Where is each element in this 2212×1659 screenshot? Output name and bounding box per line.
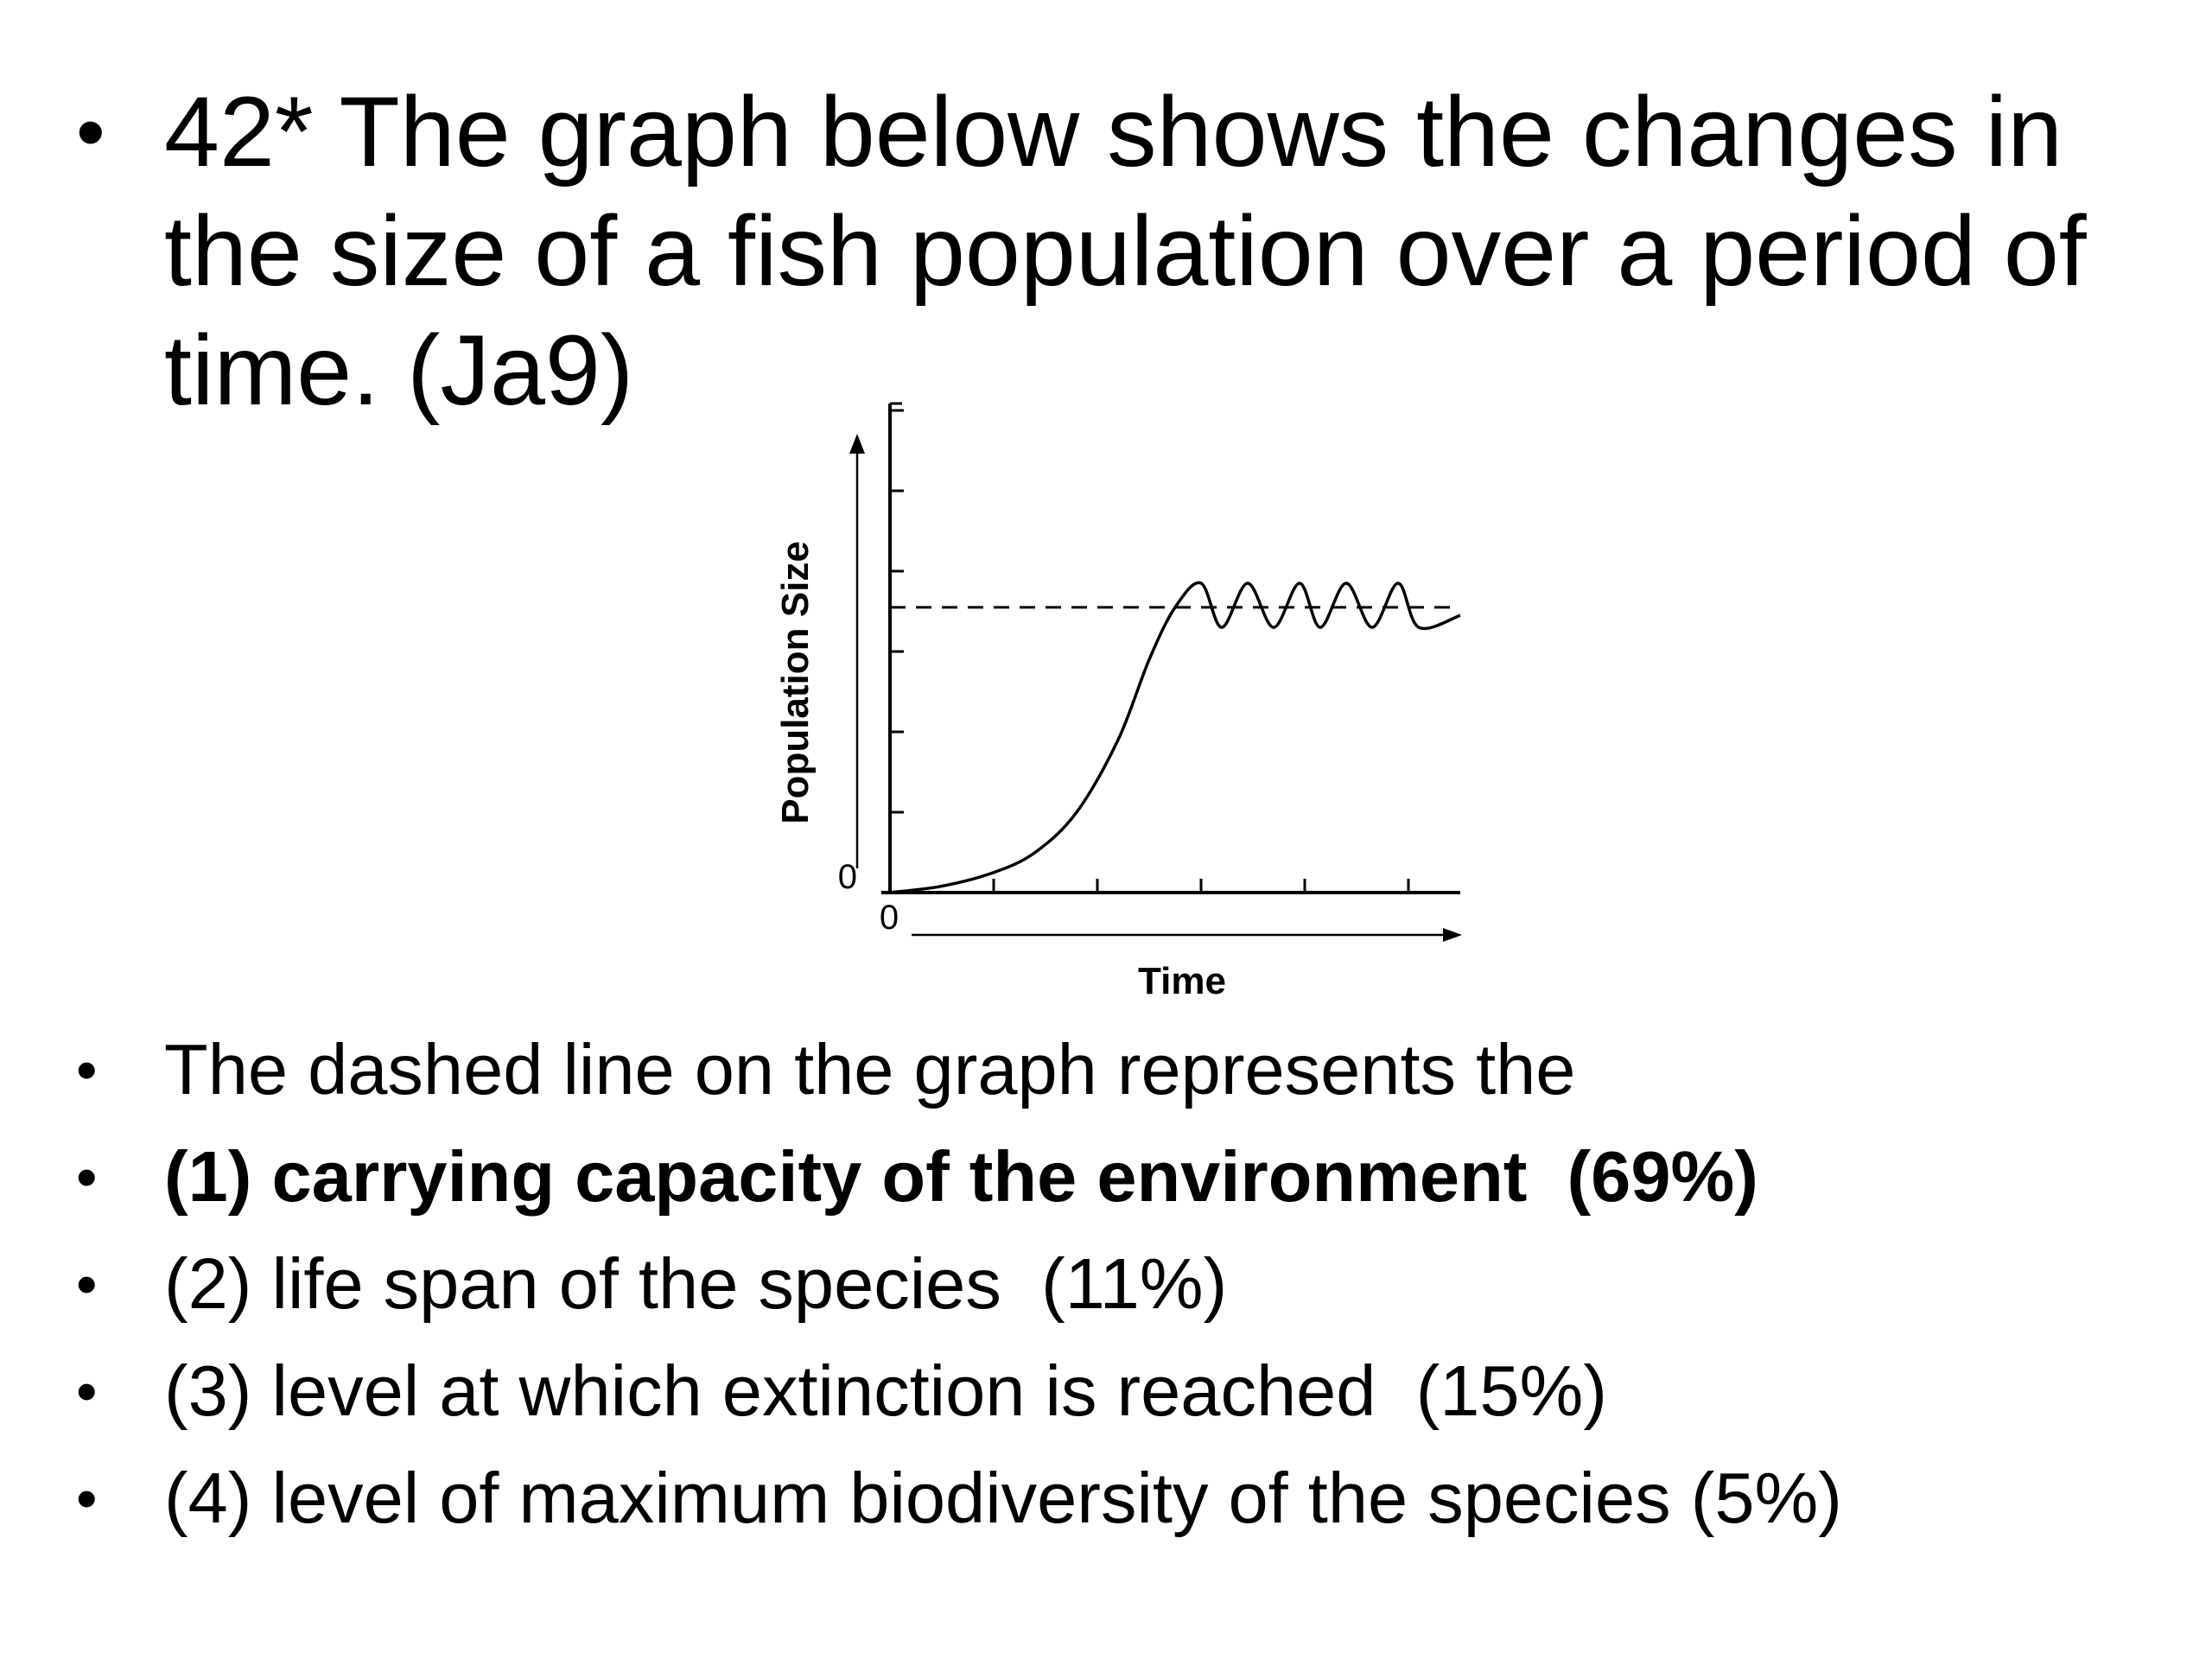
question-text: 42* The graph below shows the changes in… <box>164 73 2150 430</box>
x-origin-label: 0 <box>880 899 899 937</box>
y-arrowhead-icon <box>849 434 865 454</box>
bullet-icon: • <box>76 1143 98 1211</box>
population-chart: Population Size Time 0 0 <box>774 402 1462 1002</box>
answer-option-4: (4) level of maximum biodiversity of the… <box>164 1458 1842 1538</box>
list-item: • (3) level at which extinction is reach… <box>76 1338 2150 1445</box>
answer-option-2: (2) life span of the species (11%) <box>164 1243 1228 1324</box>
question-line: 42* The graph below shows the changes in <box>164 77 2063 188</box>
question-block: • 42* The graph below shows the changes … <box>76 73 2150 430</box>
y-origin-label: 0 <box>838 858 857 896</box>
x-axis-label: Time <box>1138 960 1226 1002</box>
x-arrowhead-icon <box>1443 928 1462 942</box>
y-axis-label: Population Size <box>774 541 817 824</box>
chart-axes <box>849 402 1462 942</box>
list-item: • The dashed line on the graph represent… <box>76 1016 2150 1123</box>
list-item: • (4) level of maximum biodiversity of t… <box>76 1445 2150 1552</box>
chart-series <box>889 581 1461 894</box>
population-curve <box>889 581 1461 894</box>
question-line: the size of a fish population over a per… <box>164 196 2087 307</box>
bullet-icon: • <box>76 1357 98 1425</box>
bullet-icon: • <box>76 86 105 178</box>
list-item: • (2) life span of the species (11%) <box>76 1230 2150 1338</box>
bullet-icon: • <box>76 1250 98 1318</box>
question-line: time. (Ja9) <box>164 315 634 426</box>
question-prompt: The dashed line on the graph represents … <box>164 1029 1576 1109</box>
bullet-icon: • <box>76 1465 98 1532</box>
answer-option-1: (1) carrying capacity of the environment… <box>164 1136 1758 1217</box>
answer-list: • The dashed line on the graph represent… <box>76 1016 2150 1552</box>
list-item: • (1) carrying capacity of the environme… <box>76 1123 2150 1230</box>
answer-option-3: (3) level at which extinction is reached… <box>164 1351 1607 1431</box>
bullet-icon: • <box>76 1036 98 1103</box>
